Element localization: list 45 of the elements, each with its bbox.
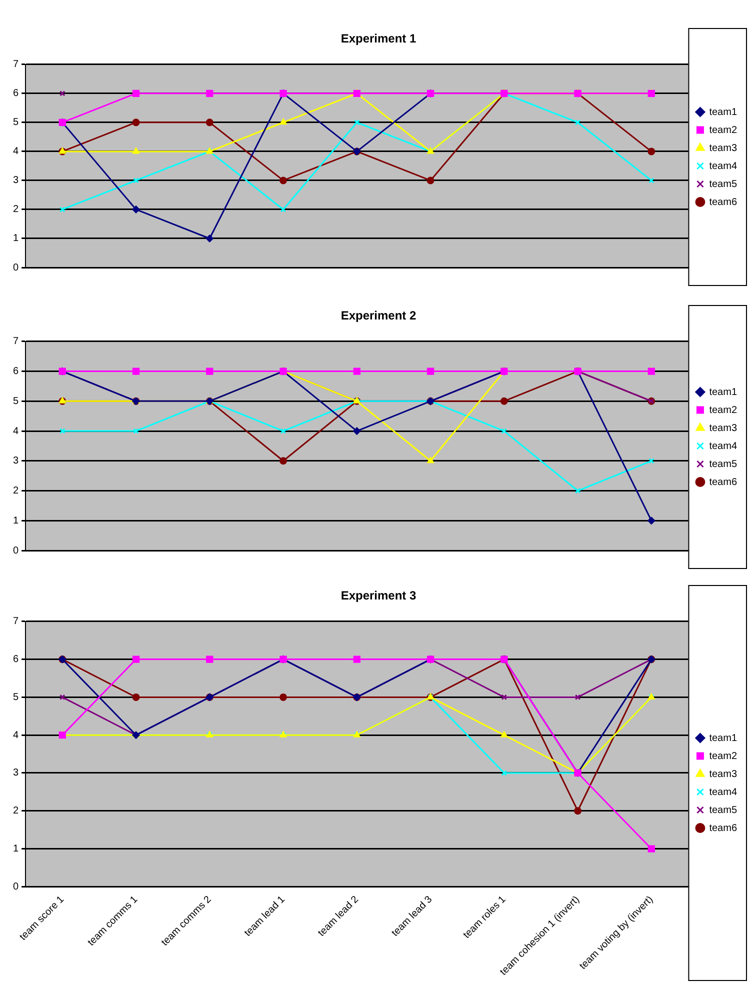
legend-label: team6	[709, 196, 738, 208]
y-tick-label: 2	[13, 486, 19, 497]
legend-label: team4	[709, 440, 738, 452]
y-tick-label: 1	[13, 233, 19, 244]
y-tick-label: 2	[13, 204, 19, 216]
y-tick-label: 4	[13, 426, 19, 437]
y-tick-label: 7	[13, 336, 19, 348]
chart-title: Experiment 3	[340, 588, 416, 603]
legend-label: team5	[709, 804, 738, 816]
legend-label: team5	[709, 178, 738, 190]
legend-label: team2	[709, 750, 738, 762]
y-tick-label: 7	[13, 616, 19, 628]
y-tick-label: 6	[13, 88, 19, 100]
legend-label: team6	[709, 822, 738, 834]
y-tick-label: 3	[13, 175, 19, 186]
y-tick-label: 0	[13, 881, 19, 892]
legend-label: team3	[709, 142, 738, 154]
legend-label: team1	[709, 386, 738, 398]
legend-label: team2	[709, 404, 738, 416]
chart-title: Experiment 2	[340, 308, 416, 323]
y-tick-label: 0	[13, 262, 19, 274]
legend-label: team6	[709, 476, 738, 488]
y-tick-label: 1	[13, 844, 19, 855]
y-tick-label: 7	[13, 59, 19, 70]
y-tick-label: 4	[13, 730, 19, 741]
chart-title: Experiment 1	[340, 32, 416, 46]
y-tick-label: 5	[13, 396, 19, 407]
legend-label: team3	[709, 422, 738, 434]
y-tick-label: 6	[13, 654, 19, 666]
legend-label: team2	[709, 124, 738, 136]
y-tick-label: 5	[13, 117, 19, 128]
y-tick-label: 3	[13, 768, 19, 779]
legend-label: team3	[709, 768, 738, 780]
y-tick-label: 4	[13, 146, 19, 158]
y-tick-label: 0	[13, 545, 19, 556]
legend-label: team4	[709, 786, 738, 798]
y-tick-label: 6	[13, 366, 19, 378]
y-tick-label: 3	[13, 456, 19, 467]
legend-label: team5	[709, 458, 738, 470]
legend-label: team1	[709, 732, 738, 744]
y-tick-label: 2	[13, 806, 19, 817]
legend-label: team4	[709, 160, 738, 172]
legend-label: team1	[709, 106, 738, 118]
y-tick-label: 1	[13, 515, 19, 526]
y-tick-label: 5	[13, 692, 19, 703]
